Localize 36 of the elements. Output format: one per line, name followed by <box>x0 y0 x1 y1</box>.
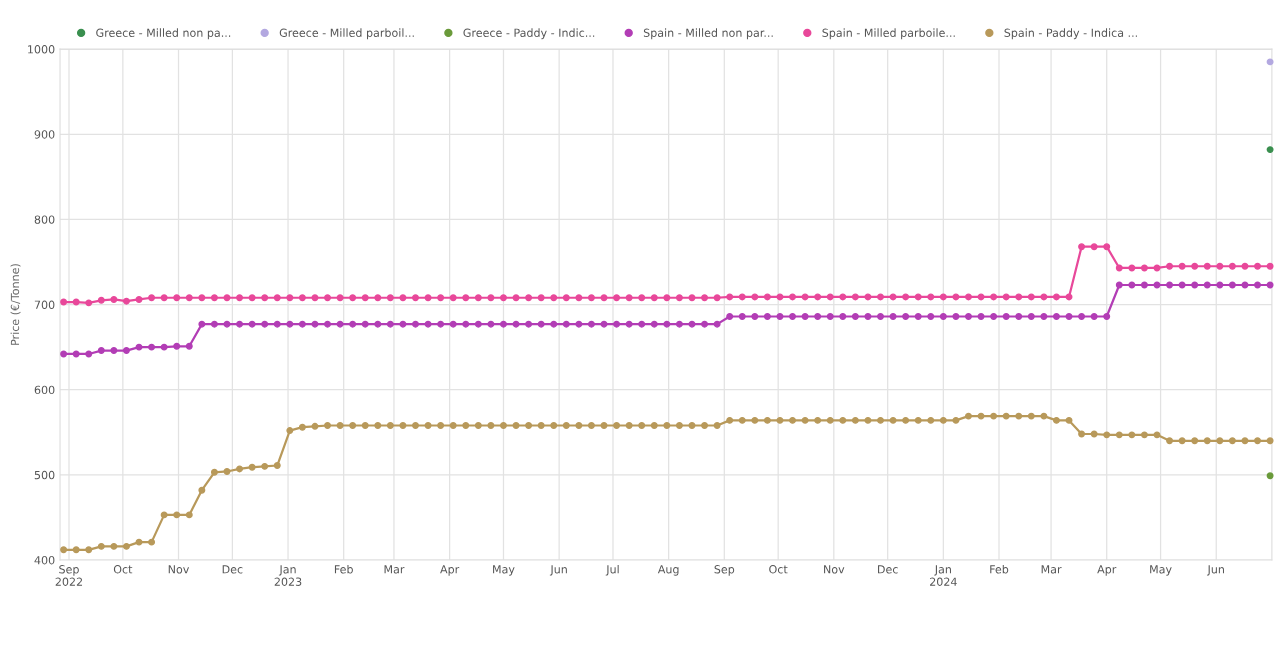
y-tick-label: 1000 <box>28 45 55 54</box>
x-tick-label: Dec <box>878 565 898 574</box>
x-tick-label: Mar <box>384 565 405 574</box>
x-tick-label: Jul <box>605 564 619 576</box>
y-tick-label: 700 <box>34 300 55 309</box>
y-tick-label: 400 <box>34 556 55 565</box>
legend-label: Spain - Paddy - Indica ... <box>1004 28 1137 40</box>
y-tick-label: 600 <box>34 385 55 395</box>
x-tick-label: Sep <box>714 565 735 576</box>
x-tick-label: Feb <box>990 564 1009 574</box>
x-tick-label: Apr <box>1097 565 1117 576</box>
x-tick-label: Aug <box>657 565 679 576</box>
x-tick-label: Mar <box>1041 565 1062 574</box>
x-tick-label: Jun <box>1206 565 1224 576</box>
x-tick-label: Nov <box>824 565 845 574</box>
x-tick-label: May <box>493 565 515 576</box>
x-tick-label: Jan 2024 <box>930 565 957 586</box>
x-tick-label: Oct <box>769 565 788 574</box>
x-tick-label: Dec <box>222 565 243 574</box>
x-tick-label: Jun <box>549 565 567 576</box>
x-tick-label: Apr <box>440 565 460 576</box>
legend-label: Spain - Milled parboile... <box>822 28 955 40</box>
x-tick-label: Feb <box>334 564 353 574</box>
legend-label: Greece - Milled non pa... <box>96 28 231 40</box>
x-tick-label: Jan 2023 <box>274 565 302 586</box>
x-tick-label: Nov <box>168 565 190 574</box>
y-tick-label: 800 <box>34 215 55 224</box>
x-tick-label: Oct <box>113 565 133 574</box>
x-tick-label: Sep 2022 <box>55 565 83 586</box>
y-axis-title: Price (€/Tonne) <box>10 264 21 345</box>
y-tick-label: 500 <box>34 470 55 480</box>
legend-label: Greece - Milled parboil... <box>279 28 414 40</box>
y-tick-label: 900 <box>34 130 55 139</box>
legend-label: Spain - Milled non par... <box>643 28 773 40</box>
legend-label: Greece - Paddy - Indic... <box>463 28 595 40</box>
x-tick-label: May <box>1150 565 1172 576</box>
